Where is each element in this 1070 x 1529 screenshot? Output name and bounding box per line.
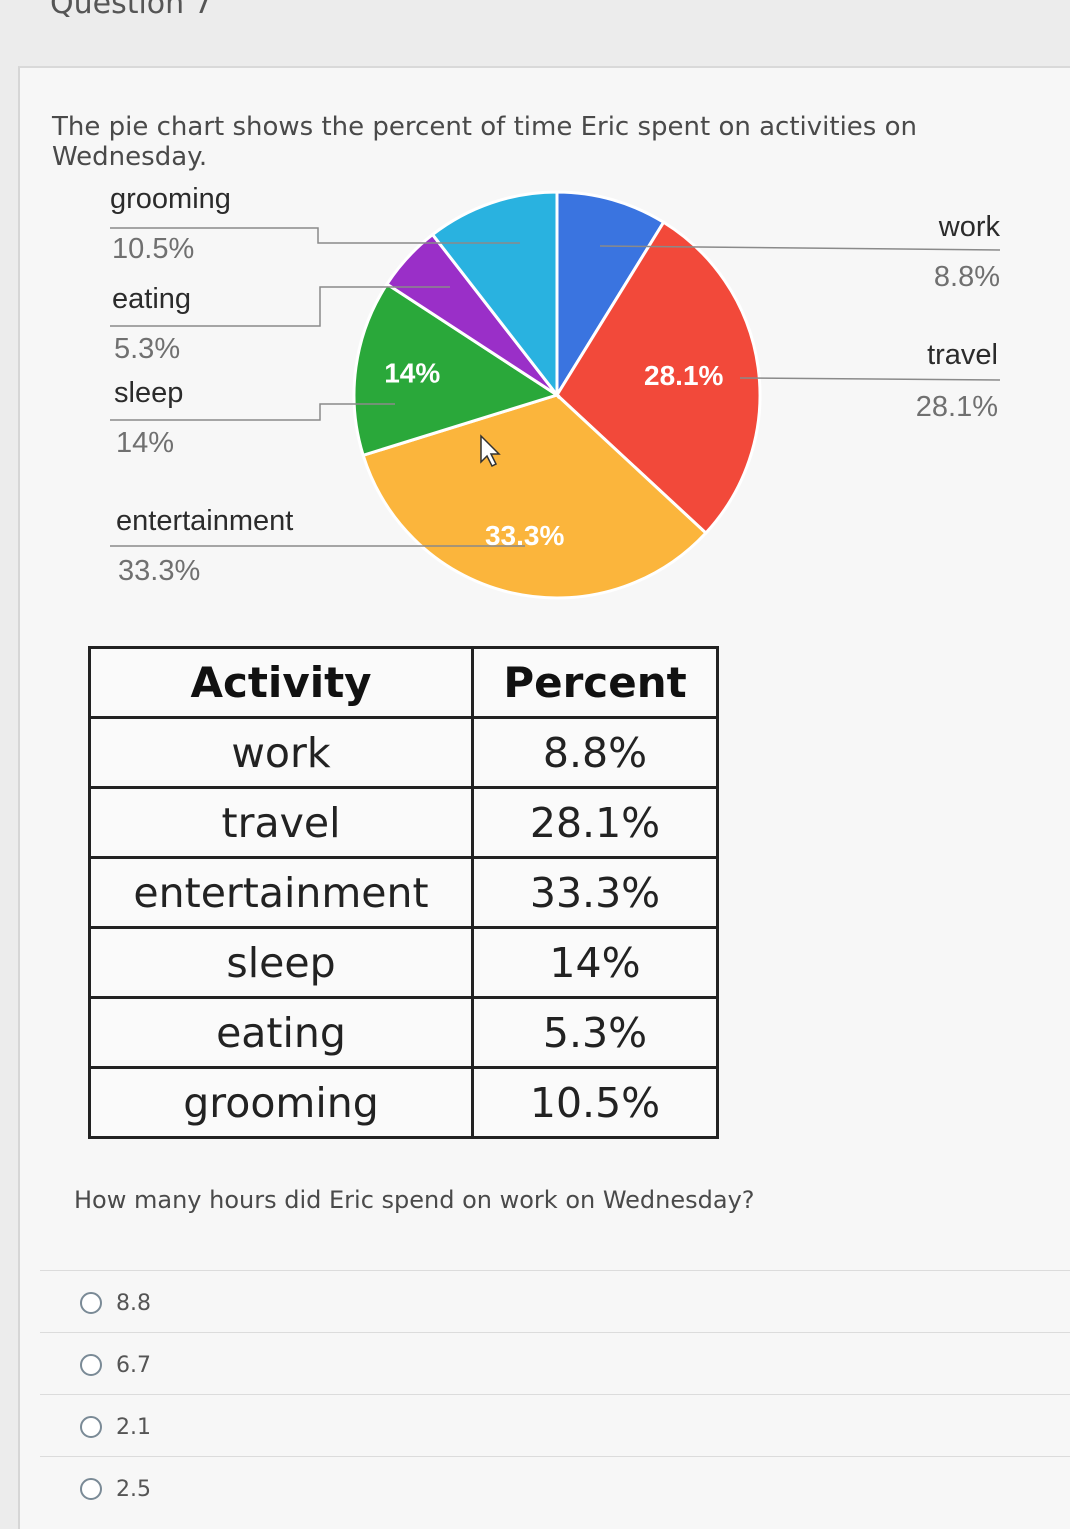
divider bbox=[40, 1332, 1070, 1333]
answer-option[interactable]: 2.1 bbox=[80, 1396, 151, 1458]
pie-chart: 28.1% 33.3% 14% grooming 10.5% eating 5.3% slee… bbox=[110, 183, 1001, 600]
divider bbox=[40, 1456, 1070, 1457]
pie-slice-sleep bbox=[352, 282, 561, 458]
table-cell-activity: work bbox=[88, 716, 474, 789]
radio-button[interactable] bbox=[80, 1292, 102, 1314]
table-row: eating 5.3% bbox=[88, 996, 719, 1069]
table-cell-percent: 28.1% bbox=[471, 786, 719, 859]
legend-label-entertainment: entertainment bbox=[116, 505, 293, 537]
leader-line bbox=[739, 377, 1001, 381]
legend-value-entertainment: 33.3% bbox=[118, 555, 200, 587]
pie-slice-entertainment bbox=[361, 393, 708, 600]
legend-label-work: work bbox=[938, 211, 1001, 243]
table-cell-activity: travel bbox=[88, 786, 474, 859]
leader-line bbox=[110, 286, 450, 327]
legend-value-sleep: 14% bbox=[116, 427, 174, 459]
legend-label-eating: eating bbox=[112, 283, 191, 315]
question-text: How many hours did Eric spend on work on… bbox=[74, 1186, 755, 1214]
activity-table: Activity Percent work 8.8% travel 28.1% … bbox=[88, 646, 719, 1139]
table-header-activity: Activity bbox=[88, 646, 474, 719]
divider bbox=[40, 1394, 1070, 1395]
leader-line bbox=[110, 227, 520, 244]
table-cell-activity: entertainment bbox=[88, 856, 474, 929]
table-row: sleep 14% bbox=[88, 926, 719, 999]
radio-button[interactable] bbox=[80, 1478, 102, 1500]
answer-options: 8.8 6.7 2.1 2.5 bbox=[80, 1272, 151, 1520]
table-cell-percent: 10.5% bbox=[471, 1066, 719, 1139]
option-label: 2.1 bbox=[116, 1414, 151, 1440]
table-cell-percent: 8.8% bbox=[471, 716, 719, 789]
pie-inner-label: 14% bbox=[384, 357, 440, 388]
pie-inner-label: 28.1% bbox=[644, 360, 723, 391]
table-row: work 8.8% bbox=[88, 716, 719, 789]
option-label: 8.8 bbox=[116, 1290, 151, 1316]
table-cell-percent: 33.3% bbox=[471, 856, 719, 929]
mouse-cursor-icon bbox=[480, 434, 501, 468]
table-row: entertainment 33.3% bbox=[88, 856, 719, 929]
radio-button[interactable] bbox=[80, 1354, 102, 1376]
prompt-text: The pie chart shows the percent of time … bbox=[52, 112, 917, 172]
leader-line bbox=[110, 403, 395, 421]
option-label: 6.7 bbox=[116, 1352, 151, 1378]
answer-option[interactable]: 6.7 bbox=[80, 1334, 151, 1396]
table-cell-activity: eating bbox=[88, 996, 474, 1069]
table-row: grooming 10.5% bbox=[88, 1066, 719, 1139]
legend-label-grooming: grooming bbox=[110, 183, 231, 215]
legend-label-travel: travel bbox=[927, 339, 998, 371]
legend-value-work: 8.8% bbox=[934, 261, 1000, 293]
radio-button[interactable] bbox=[80, 1416, 102, 1438]
table-header-row: Activity Percent bbox=[88, 646, 719, 719]
table-row: travel 28.1% bbox=[88, 786, 719, 859]
legend-value-eating: 5.3% bbox=[114, 333, 180, 365]
question-header: Question 7 bbox=[50, 0, 213, 21]
table-cell-activity: sleep bbox=[88, 926, 474, 999]
table-header-percent: Percent bbox=[471, 646, 719, 719]
option-label: 2.5 bbox=[116, 1476, 151, 1502]
table-cell-percent: 5.3% bbox=[471, 996, 719, 1069]
pie-slice-work bbox=[555, 190, 666, 401]
answer-option[interactable]: 8.8 bbox=[80, 1272, 151, 1334]
leader-line bbox=[599, 245, 1001, 251]
pie-slice-travel bbox=[555, 220, 762, 536]
table-cell-percent: 14% bbox=[471, 926, 719, 999]
divider bbox=[40, 1270, 1070, 1271]
legend-value-travel: 28.1% bbox=[916, 391, 998, 423]
answer-option[interactable]: 2.5 bbox=[80, 1458, 151, 1520]
legend-value-grooming: 10.5% bbox=[112, 233, 194, 265]
legend-label-sleep: sleep bbox=[114, 377, 183, 409]
table-cell-activity: grooming bbox=[88, 1066, 474, 1139]
